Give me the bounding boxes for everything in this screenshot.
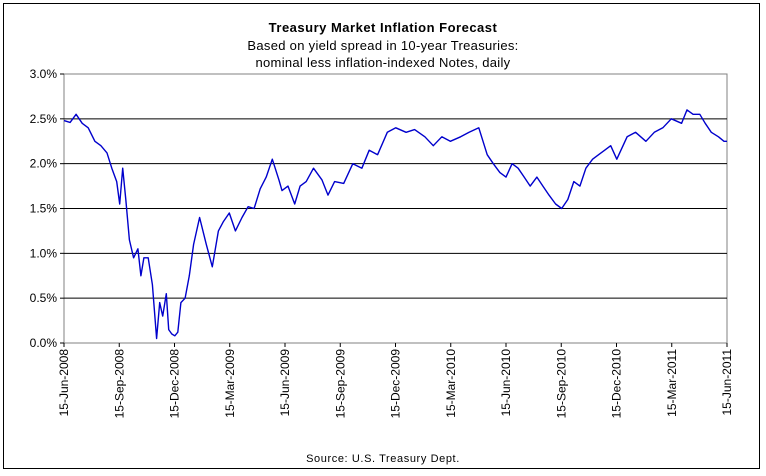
series-line bbox=[63, 109, 727, 340]
chart-subtitle-line-1: Based on yield spread in 10-year Treasur… bbox=[247, 38, 519, 53]
x-tick-label: 15-Jun-2008 bbox=[57, 349, 71, 417]
y-tick-label: 2.0% bbox=[30, 157, 58, 171]
y-tick-label: 2.5% bbox=[30, 112, 58, 126]
x-tick-label: 15-Jun-2010 bbox=[499, 349, 513, 417]
x-tick-label: 15-Jun-2009 bbox=[278, 349, 292, 417]
y-tick-label: 0.5% bbox=[30, 291, 58, 305]
x-tick-label: 15-Mar-2009 bbox=[223, 349, 237, 418]
x-tick-label: 15-Dec-2008 bbox=[168, 349, 182, 419]
source-note: Source: U.S. Treasury Dept. bbox=[306, 453, 460, 465]
x-tick-label: 15-Mar-2011 bbox=[665, 349, 679, 417]
y-tick-label: 1.5% bbox=[30, 202, 58, 216]
x-tick-label: 15-Jun-2011 bbox=[720, 349, 734, 416]
y-tick-label: 3.0% bbox=[30, 67, 58, 81]
x-tick-label: 15-Dec-2009 bbox=[389, 349, 403, 419]
x-tick-label: 15-Sep-2009 bbox=[333, 349, 347, 419]
chart-title: Treasury Market Inflation Forecast bbox=[268, 20, 498, 35]
y-tick-label: 0.0% bbox=[30, 336, 58, 350]
y-tick-label: 1.0% bbox=[30, 246, 58, 260]
chart-subtitle-line-2: nominal less inflation-indexed Notes, da… bbox=[255, 55, 511, 70]
x-tick-label: 15-Sep-2008 bbox=[112, 349, 126, 419]
x-tick-label: 15-Dec-2010 bbox=[610, 349, 624, 419]
x-tick-label: 15-Sep-2010 bbox=[554, 349, 568, 419]
x-tick-label: 15-Mar-2010 bbox=[444, 349, 458, 418]
